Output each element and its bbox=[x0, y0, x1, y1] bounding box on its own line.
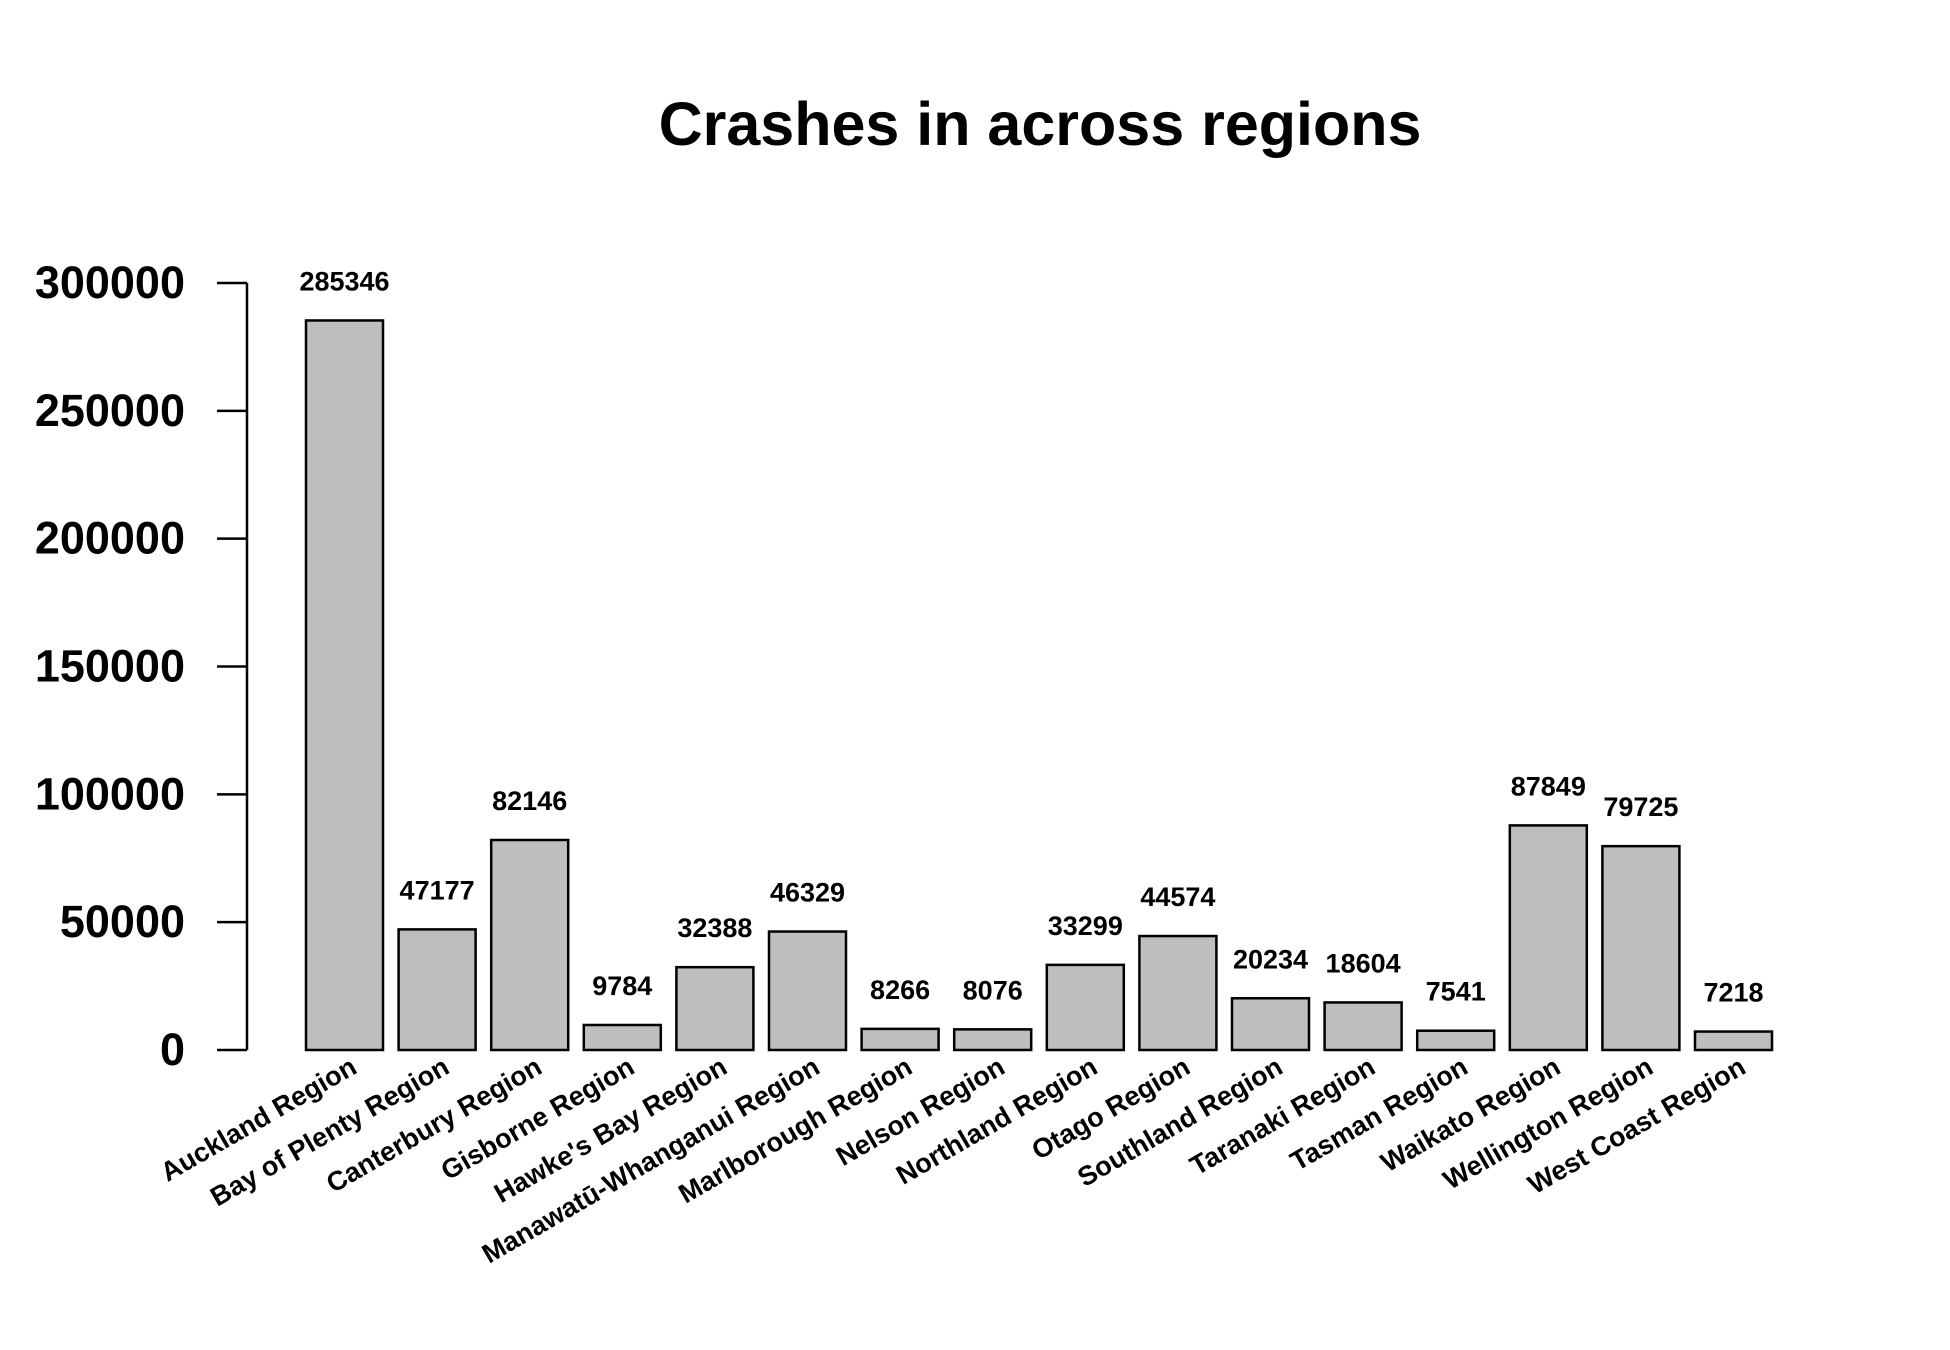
bar-value-label: 9784 bbox=[592, 971, 652, 1001]
chart-title: Crashes in across regions bbox=[659, 90, 1422, 158]
bar bbox=[1693, 1030, 1774, 1052]
bar bbox=[304, 319, 385, 1052]
bar-value-label: 44574 bbox=[1140, 882, 1215, 912]
bar bbox=[1230, 997, 1311, 1052]
bar-value-label: 33299 bbox=[1048, 911, 1123, 941]
bar bbox=[1138, 934, 1218, 1052]
bar-value-label: 7541 bbox=[1426, 977, 1486, 1007]
bar-value-label: 8266 bbox=[870, 975, 930, 1005]
bar bbox=[952, 1028, 1033, 1052]
bar bbox=[675, 965, 755, 1052]
bars bbox=[304, 319, 1774, 1052]
bar-value-label: 47177 bbox=[400, 875, 475, 905]
bar bbox=[860, 1027, 940, 1052]
y-tick-label: 250000 bbox=[35, 385, 185, 436]
bar bbox=[1415, 1029, 1496, 1052]
y-tick-label: 0 bbox=[160, 1024, 185, 1075]
value-labels: 285346 47177 82146 9784 32388 46329 8266 8076 33… bbox=[299, 266, 1763, 1007]
bar-value-label: 82146 bbox=[492, 786, 567, 816]
y-tick-label: 200000 bbox=[35, 513, 185, 564]
bar-value-label: 87849 bbox=[1511, 771, 1586, 801]
bar-value-label: 20234 bbox=[1233, 944, 1308, 974]
bar-value-label: 285346 bbox=[299, 266, 389, 296]
bar bbox=[1601, 844, 1681, 1052]
bar bbox=[1323, 1001, 1403, 1052]
bar-value-label: 79725 bbox=[1603, 792, 1678, 822]
bar-value-label: 32388 bbox=[677, 913, 752, 943]
bar-value-label: 7218 bbox=[1703, 978, 1763, 1008]
y-axis: 0 50000 100000 150000 200000 250000 300000 bbox=[35, 257, 249, 1075]
y-tick-label: 150000 bbox=[35, 641, 185, 692]
bar bbox=[767, 930, 848, 1052]
y-tick-label: 300000 bbox=[35, 257, 185, 308]
bar bbox=[1045, 963, 1126, 1052]
bar-value-label: 18604 bbox=[1326, 948, 1401, 978]
bar bbox=[489, 838, 570, 1052]
bar bbox=[582, 1023, 663, 1052]
bar-value-label: 46329 bbox=[770, 878, 845, 908]
bar bbox=[1508, 824, 1589, 1052]
y-tick-label: 100000 bbox=[35, 768, 185, 819]
y-tick-label: 50000 bbox=[60, 896, 185, 947]
bar bbox=[397, 928, 477, 1052]
bar-value-label: 8076 bbox=[963, 975, 1023, 1005]
